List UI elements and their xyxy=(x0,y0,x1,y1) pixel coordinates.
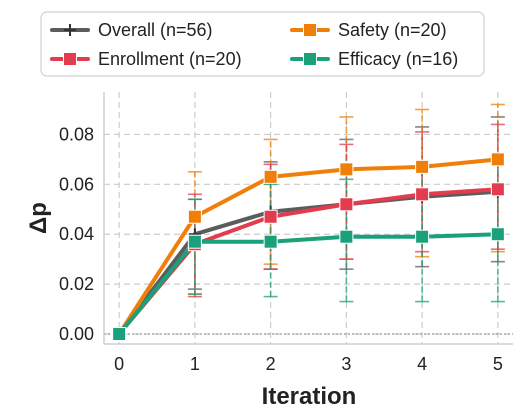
data-point xyxy=(490,227,505,242)
legend-item: Efficacy (n=16) xyxy=(290,49,458,69)
legend-label: Safety (n=20) xyxy=(338,20,447,40)
grid xyxy=(104,92,513,344)
x-tick-label: 1 xyxy=(190,354,200,374)
y-tick-label: 0.06 xyxy=(59,174,94,194)
y-tick-label: 0.04 xyxy=(59,224,94,244)
data-point xyxy=(263,169,278,184)
data-point xyxy=(415,229,430,244)
legend-swatch-marker xyxy=(303,52,317,66)
legend-swatch-marker xyxy=(303,23,317,37)
legend-item: Overall (n=56) xyxy=(50,20,213,40)
legend-label: Enrollment (n=20) xyxy=(98,49,242,69)
data-point xyxy=(187,234,202,249)
y-tick-label: 0.00 xyxy=(59,324,94,344)
tick-labels: 0 1 2 3 4 5 0.00 0.02 0.04 0.06 0.08 xyxy=(59,124,503,374)
x-tick-label: 2 xyxy=(266,354,276,374)
x-axis-title: Iteration xyxy=(262,383,357,410)
series-line xyxy=(117,232,500,337)
legend-frame xyxy=(40,11,485,77)
y-tick-label: 0.02 xyxy=(59,274,94,294)
data-point xyxy=(263,209,278,224)
series-line xyxy=(117,157,500,337)
legend-label: Overall (n=56) xyxy=(98,20,213,40)
data-point xyxy=(112,327,127,342)
legend-swatch-marker xyxy=(63,52,77,66)
data-point xyxy=(490,182,505,197)
data-point xyxy=(415,159,430,174)
data-point xyxy=(339,197,354,212)
data-point xyxy=(415,187,430,202)
x-tick-label: 3 xyxy=(341,354,351,374)
series-markers xyxy=(112,152,505,342)
legend-item: Safety (n=20) xyxy=(290,20,447,40)
data-point xyxy=(339,162,354,177)
legend-label: Efficacy (n=16) xyxy=(338,49,458,69)
x-tick-label: 5 xyxy=(493,354,503,374)
data-point xyxy=(263,234,278,249)
y-tick-label: 0.08 xyxy=(59,124,94,144)
legend-item: Enrollment (n=20) xyxy=(50,49,242,69)
x-tick-label: 0 xyxy=(114,354,124,374)
axes xyxy=(103,92,513,345)
data-point xyxy=(339,229,354,244)
series-lines xyxy=(117,157,500,337)
data-point xyxy=(187,209,202,224)
x-tick-label: 4 xyxy=(417,354,427,374)
series-line xyxy=(117,189,500,337)
y-axis-title: Δp xyxy=(25,202,52,234)
data-point xyxy=(490,152,505,167)
legend: Overall (n=56) Safety (n=20) Enrollment (n… xyxy=(40,11,485,77)
